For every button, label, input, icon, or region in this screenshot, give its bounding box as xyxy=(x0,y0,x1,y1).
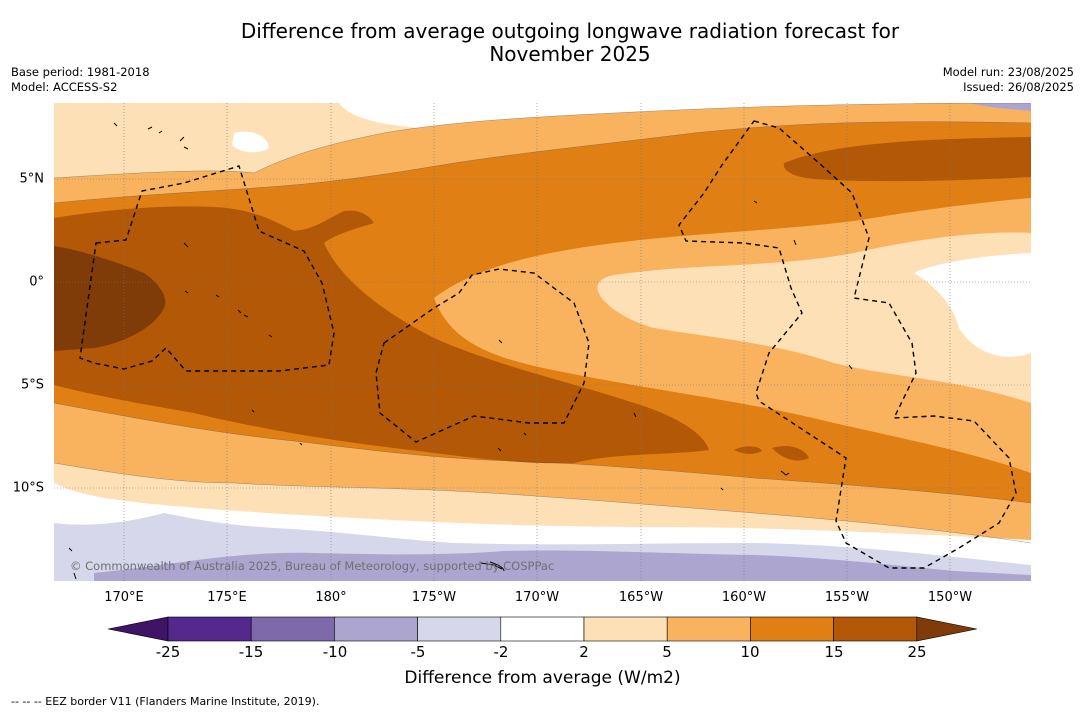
colorbar-extend-low xyxy=(108,616,169,642)
contour-lines xyxy=(54,103,1031,544)
colorbar-label: 10 xyxy=(740,643,760,661)
lat-tick-5n: 5°N xyxy=(19,171,45,187)
olr-anomaly-map xyxy=(54,103,1031,581)
band-plus-15-patch-east xyxy=(783,137,1031,182)
colorbar-bin xyxy=(750,616,834,642)
colorbar-bin xyxy=(334,616,418,642)
island-line-south xyxy=(480,562,503,570)
lat-tick-10s: 10°S xyxy=(12,480,44,496)
model-name-text: Model: ACCESS-S2 xyxy=(11,80,118,94)
band-zero-east xyxy=(914,253,1031,357)
run-info: Model run: 23/08/2025 Issued: 26/08/2025 xyxy=(943,65,1074,95)
colorbar-bin xyxy=(583,616,668,642)
model-run-text: Model run: 23/08/2025 xyxy=(942,65,1074,79)
colorbar-bins xyxy=(108,616,977,642)
island-line-east-b xyxy=(780,470,790,476)
colorbar-extend-high xyxy=(916,616,977,642)
band-minus-5 xyxy=(94,550,1031,581)
eez-border-east xyxy=(678,120,1017,569)
colorbar-bin xyxy=(250,616,335,642)
lon-tick-175e: 175°E xyxy=(207,590,247,605)
lon-tick-170e: 170°E xyxy=(104,590,144,605)
eez-border-west xyxy=(79,165,335,372)
band-plus-25 xyxy=(54,246,166,351)
model-info: Base period: 1981-2018 Model: ACCESS-S2 xyxy=(11,65,150,95)
colorbar-bin xyxy=(666,616,751,642)
island-specks xyxy=(68,122,853,580)
lon-tick-160w: 160°W xyxy=(721,590,767,605)
lon-tick-170w: 170°W xyxy=(514,590,560,605)
band-plus-15-patch-mid-a xyxy=(734,446,762,454)
lon-tick-175w: 175°W xyxy=(411,590,457,605)
band-plus-15-patch-mid-b xyxy=(772,446,809,461)
colorbar-bin xyxy=(833,616,918,642)
band-zero-top-small xyxy=(232,131,269,153)
lon-tick-180: 180° xyxy=(315,590,347,605)
colorbar-label: 25 xyxy=(907,643,927,661)
colorbar-label: -15 xyxy=(238,643,264,661)
band-minus-5-ne xyxy=(969,103,1031,111)
eez-footnote: -- -- -- EEZ border V11 (Flanders Marine… xyxy=(11,695,320,708)
lat-tick-0: 0° xyxy=(29,274,44,290)
map-svg xyxy=(54,103,1031,581)
copyright-notice: © Commonwealth of Australia 2025, Bureau… xyxy=(70,559,555,573)
colorbar-label: -25 xyxy=(155,643,181,661)
base-period-text: Base period: 1981-2018 xyxy=(11,65,150,79)
colorbar-bin xyxy=(417,616,502,642)
map-title-line-2: November 2025 xyxy=(489,42,651,66)
map-title: Difference from average outgoing longwav… xyxy=(0,20,1085,66)
colorbar-label: -5 xyxy=(410,643,426,661)
graticule xyxy=(54,103,1031,581)
colorbar-label: 15 xyxy=(824,643,844,661)
colorbar-label: 5 xyxy=(662,643,672,661)
colorbar-bin xyxy=(167,616,252,642)
colorbar-bin xyxy=(500,616,585,642)
issued-text: Issued: 26/08/2025 xyxy=(963,80,1074,94)
lat-tick-5s: 5°S xyxy=(20,377,44,393)
colorbar-label: 2 xyxy=(579,643,589,661)
colorbar-label: -2 xyxy=(493,643,509,661)
band-plus-15 xyxy=(54,206,709,464)
lon-tick-155w: 155°W xyxy=(824,590,870,605)
eez-borders xyxy=(79,120,1017,569)
eez-border-central xyxy=(375,268,590,443)
colorbar-title: Difference from average (W/m2) xyxy=(404,668,681,688)
colorbar xyxy=(108,616,977,642)
lon-tick-150w: 150°W xyxy=(927,590,973,605)
colorbar-label: -10 xyxy=(322,643,348,661)
lon-tick-165w: 165°W xyxy=(618,590,664,605)
map-title-line-1: Difference from average outgoing longwav… xyxy=(240,19,900,43)
